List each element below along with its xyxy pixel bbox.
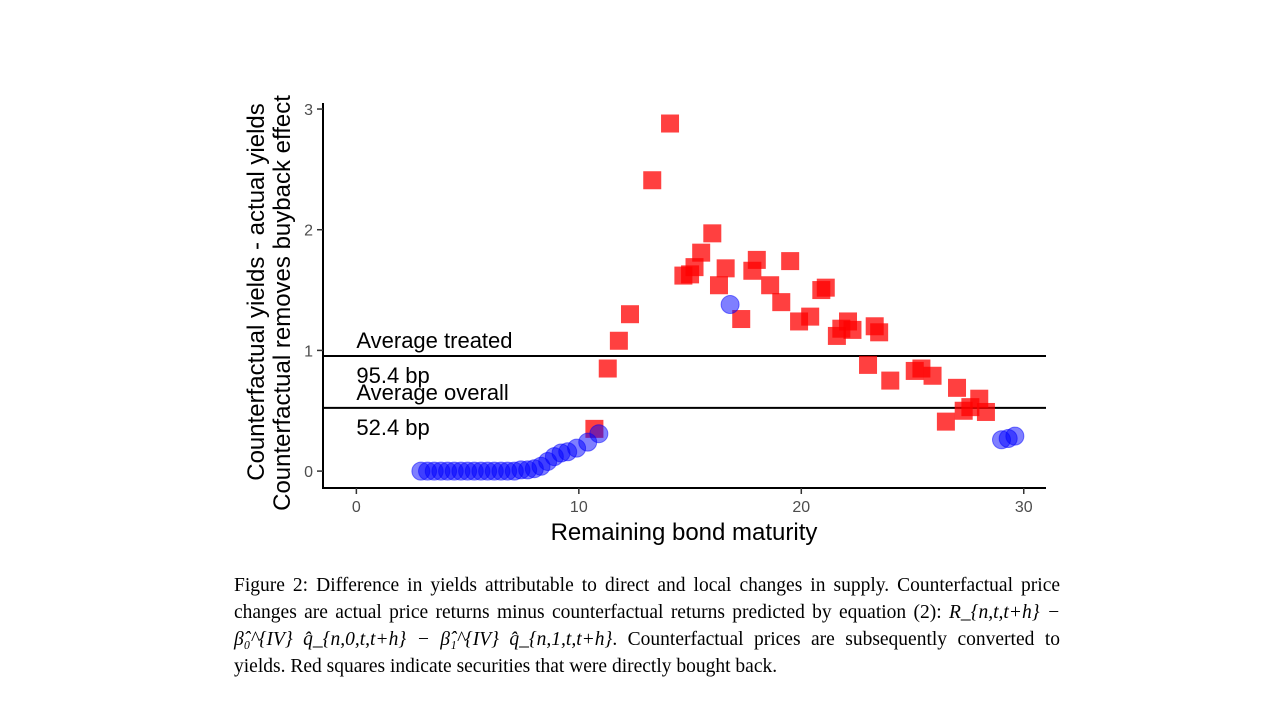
x-tick-label: 10 [570,499,588,516]
data-point-square [643,171,662,190]
data-point-square [703,224,722,243]
y-axis-title-line-1: Counterfactual yields - actual yields [243,103,270,481]
data-point-square [747,250,766,269]
data-point-square [661,114,680,133]
data-point-square [801,307,820,326]
data-point-square [609,331,628,350]
axes: 0 10 20 30 0 1 2 3 Remaining bond maturity Coun… [243,95,1046,546]
figure-caption: Figure 2: Difference in yields attributa… [234,572,1060,680]
data-point-circle [1005,426,1025,446]
data-point-square [976,402,995,421]
reference-line-label: Average overall [356,380,508,405]
y-tick-label: 0 [304,464,313,481]
data-point-square [620,305,639,324]
data-point-square [732,310,751,329]
data-point-square [772,293,791,312]
data-point-square [881,371,900,390]
data-point-square [692,243,711,262]
x-axis-title: Remaining bond maturity [551,519,818,546]
data-point-square [948,378,967,397]
y-tick-label: 1 [304,343,313,360]
caption-suffix: . Counterfactual prices are subsequently… [234,629,1060,677]
y-axis-title-line-2: Counterfactual removes buyback effect [269,95,296,511]
data-point-square [923,366,942,385]
data-point-square [598,359,617,378]
caption-prefix: Figure 2: Difference in yields attributa… [234,575,1060,623]
caption-equation: R_{n,t,t+h} − β̂₀^{IV} q̂_{n,0,t,t+h} − … [234,602,1060,650]
data-point-square [870,323,889,342]
y-tick-label: 2 [304,223,313,240]
x-tick-label: 30 [1015,499,1033,516]
x-tick-label: 20 [792,499,810,516]
x-tick-label: 0 [352,499,361,516]
reference-line-value: 52.4 bp [356,415,429,440]
data-point-circle [720,295,740,315]
data-point-square [761,276,780,295]
data-point-square [781,252,800,271]
reference-line-label: Average treated [356,328,512,353]
y-tick-label: 3 [304,102,313,119]
data-point-square [816,278,835,297]
data-point-square [709,276,728,295]
data-point-square [685,258,704,277]
data-point-square [936,412,955,431]
data-point-circle [589,424,609,444]
data-point-square [843,320,862,339]
reference-line-value: 95.4 bp [356,363,429,388]
data-point-square [716,259,735,278]
data-point-square [859,355,878,374]
